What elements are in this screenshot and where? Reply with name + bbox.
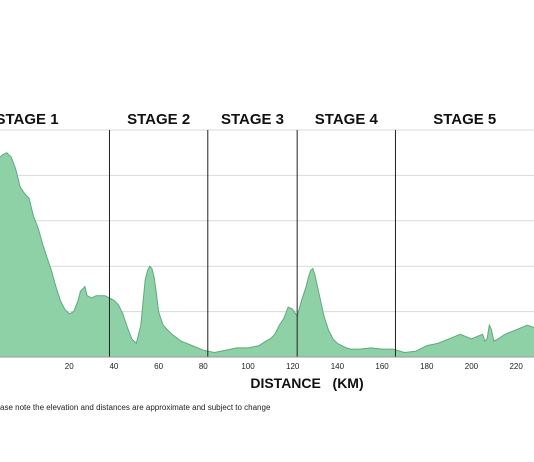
elevation-area (0, 152, 534, 357)
x-tick-label: 140 (331, 362, 345, 371)
x-tick-label: 40 (109, 362, 118, 371)
stage-label: STAGE 2 (127, 111, 190, 128)
stage-dividers (108, 130, 396, 357)
stage-label: STAGE 1 (0, 111, 59, 128)
stage-labels: STAGE 1 STAGE 2 STAGE 3 STAGE 4 STAGE 5 (0, 111, 496, 128)
elevation-line (0, 152, 534, 354)
stage-label: STAGE 5 (433, 111, 496, 128)
x-tick-label: 160 (375, 362, 389, 371)
disclaimer-note: ase note the elevation and distances are… (0, 403, 271, 412)
stage-label: STAGE 3 (221, 111, 284, 128)
x-tick-label: 100 (241, 362, 255, 371)
stage-label: STAGE 4 (315, 111, 379, 128)
x-tick-label: 60 (154, 362, 163, 371)
x-tick-label: 80 (199, 362, 208, 371)
x-tick-label: 20 (65, 362, 74, 371)
x-tick-label: 220 (509, 362, 523, 371)
x-axis-title: DISTANCE (KM) (250, 375, 363, 391)
x-tick-labels: 20 40 60 80 100 120 140 160 180 200 220 (65, 362, 524, 371)
x-tick-label: 180 (420, 362, 434, 371)
x-tick-label: 200 (465, 362, 479, 371)
x-tick-label: 120 (286, 362, 300, 371)
